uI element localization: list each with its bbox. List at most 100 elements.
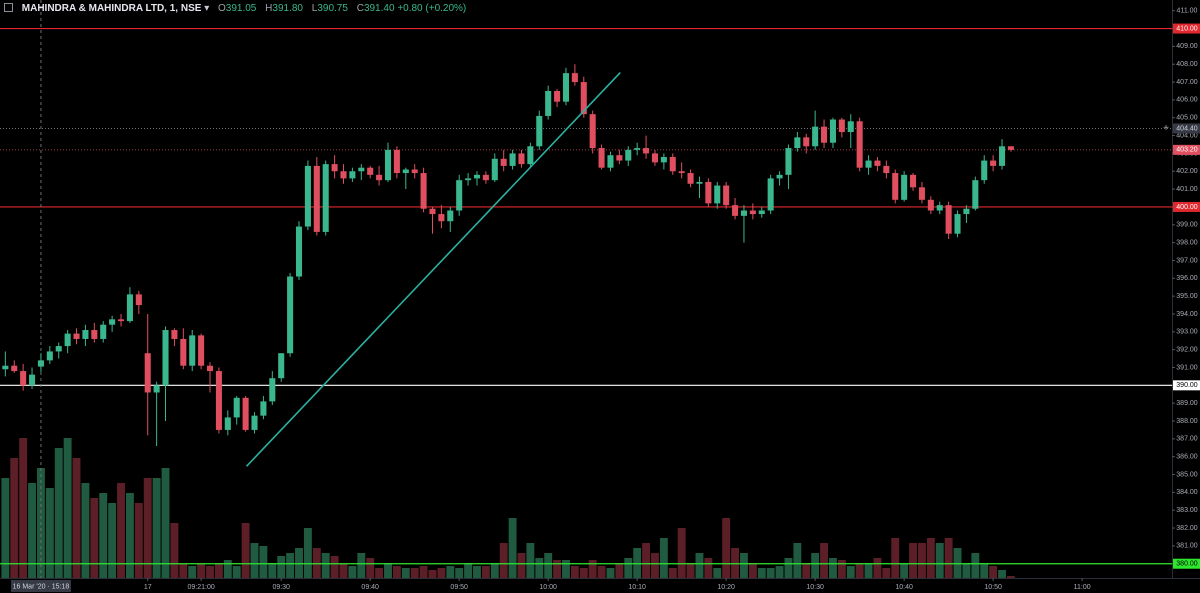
- candle-body: [705, 181, 712, 204]
- volume-bar: [802, 563, 811, 578]
- price-line-label: 400.00: [1176, 204, 1198, 211]
- volume-bar: [677, 528, 686, 578]
- candle-body: [972, 180, 979, 209]
- y-tick-label: 398.00: [1176, 239, 1198, 246]
- candle-body: [785, 148, 792, 175]
- candle-body: [180, 338, 187, 366]
- symbol[interactable]: MAHINDRA & MAHINDRA LTD, 1, NSE: [21, 3, 202, 14]
- volume-bar: [45, 488, 54, 578]
- candle-body: [838, 119, 845, 133]
- y-tick-label: 401.00: [1176, 186, 1198, 193]
- candle-body: [607, 155, 614, 168]
- volume-bar: [588, 560, 597, 578]
- volume-bar: [152, 478, 161, 578]
- candle-body: [358, 167, 365, 172]
- price-line-label-box: [1173, 558, 1200, 569]
- candle-body: [963, 208, 970, 215]
- candle-body: [794, 137, 801, 149]
- x-tick-label: 11:00: [1074, 584, 1091, 591]
- candle-body: [456, 180, 463, 211]
- header: MAHINDRA & MAHINDRA LTD, 1, NSE ▾ O391.0…: [4, 3, 466, 14]
- candle-body: [643, 148, 650, 154]
- volume-bar: [944, 538, 953, 578]
- candle-body: [571, 73, 578, 83]
- candle-body: [144, 353, 151, 393]
- volume-bar: [695, 553, 704, 578]
- candle-body: [322, 164, 329, 232]
- x-tick-label: 17: [144, 584, 152, 591]
- ohlc-key: H: [265, 3, 273, 14]
- candle-body: [714, 185, 721, 204]
- candle-body: [901, 174, 908, 200]
- volume-bar: [312, 548, 321, 578]
- y-tick-label: 406.00: [1176, 97, 1198, 104]
- price-line-label: 410.00: [1176, 25, 1198, 32]
- candle-body: [473, 174, 481, 179]
- candle-body: [482, 174, 489, 181]
- price-line-label: 390.00: [1176, 382, 1198, 389]
- candle-body: [126, 294, 133, 322]
- icon[interactable]: [4, 3, 13, 12]
- volume-bar: [125, 493, 134, 578]
- candle-body: [509, 153, 516, 166]
- volume-bar: [179, 563, 188, 578]
- volume-bar: [668, 568, 677, 578]
- volume-bar: [766, 568, 775, 578]
- candle-body: [999, 146, 1006, 166]
- volume-bar: [357, 553, 366, 578]
- x-tick-label: 09:40: [361, 584, 379, 591]
- y-tick-label: 409.00: [1176, 43, 1198, 50]
- volume-bar: [517, 553, 526, 578]
- x-tick-label: 10:50: [984, 584, 1002, 591]
- candle-body: [278, 353, 285, 379]
- candle-body: [874, 160, 881, 166]
- dropdown[interactable]: ▾: [204, 3, 210, 14]
- candle-body: [865, 160, 872, 168]
- candle-body: [393, 149, 400, 174]
- volume-bar: [232, 566, 241, 578]
- candle-body: [767, 178, 774, 211]
- x-tick-label: 10:10: [628, 584, 646, 591]
- price-line-label: 380.00: [1176, 561, 1198, 568]
- ohlc-value: 391.40: [363, 3, 395, 14]
- candle-body: [749, 210, 756, 215]
- volume-bar: [864, 563, 873, 578]
- volume-bar: [499, 543, 508, 578]
- volume-bar: [241, 523, 250, 578]
- y-tick-label: 402.00: [1176, 168, 1198, 175]
- volume-bar: [348, 566, 357, 578]
- volume-bar: [811, 553, 820, 578]
- candle-body: [678, 171, 685, 174]
- candle-body: [411, 169, 418, 174]
- y-tick-label: 385.00: [1176, 471, 1198, 478]
- volume-bar: [686, 563, 695, 578]
- volume-bar: [214, 563, 223, 578]
- volume-bar: [535, 558, 544, 578]
- y-tick-label: 394.00: [1176, 311, 1198, 318]
- volume-bar: [998, 570, 1006, 578]
- y-tick-label: 386.00: [1176, 454, 1198, 461]
- candle-body: [625, 149, 632, 161]
- y-tick-label: 397.00: [1176, 257, 1198, 264]
- volume-bar: [873, 558, 882, 578]
- volume-bar: [659, 538, 668, 578]
- candle-body: [384, 149, 392, 181]
- volume-bar: [268, 563, 277, 578]
- volume-bar: [722, 518, 731, 578]
- y-tick-label: 404.00: [1176, 132, 1198, 139]
- candle-body: [109, 319, 116, 325]
- volume-bar: [90, 498, 99, 578]
- y-tick-label: 384.00: [1176, 489, 1198, 496]
- volume-bar: [713, 568, 722, 578]
- ohlc-key: C: [356, 3, 364, 14]
- x-tick-label: 09:21:00: [187, 584, 214, 591]
- volume-bar: [846, 566, 855, 578]
- volume-bar: [99, 493, 108, 578]
- volume-bar: [223, 560, 232, 578]
- candle-body: [46, 351, 53, 361]
- volume-bar: [19, 438, 28, 578]
- volume-bar: [757, 568, 766, 578]
- candle-body: [135, 294, 142, 306]
- volume-bar: [375, 568, 384, 578]
- candle-body: [55, 346, 62, 352]
